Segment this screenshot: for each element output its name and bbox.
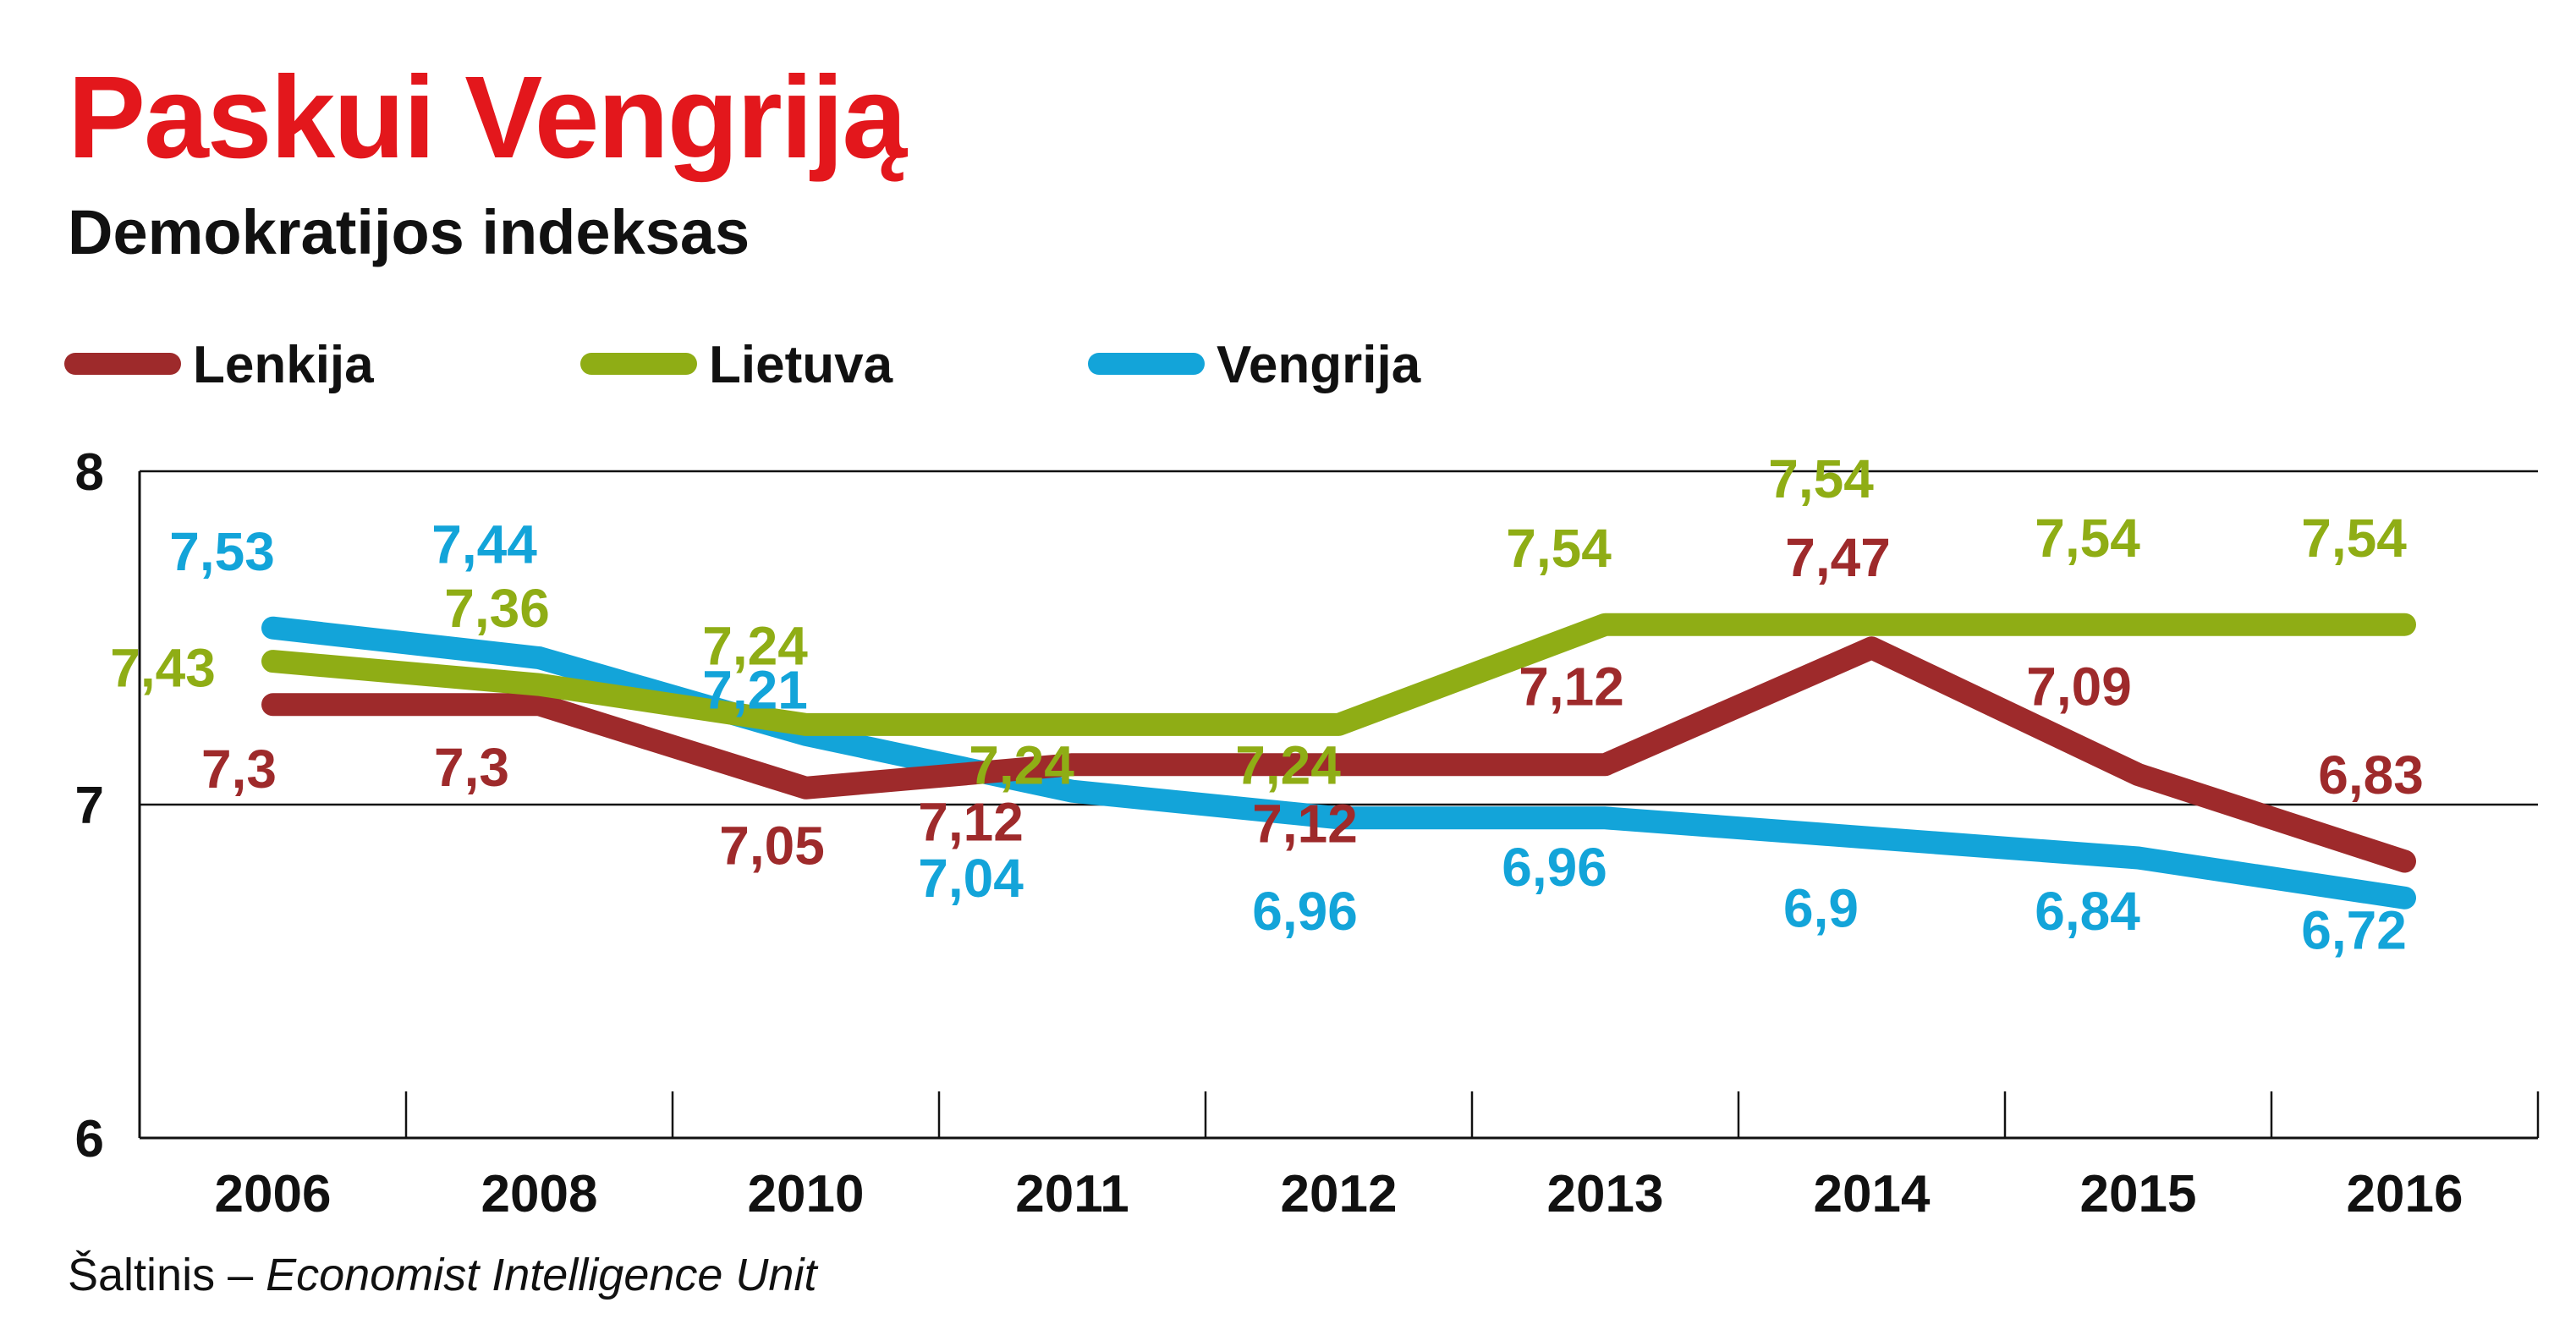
y-tick-label: 8 [75, 443, 104, 502]
series-lines [261, 613, 2416, 910]
x-tick-label: 2016 [2347, 1165, 2463, 1223]
x-tick-label: 2008 [481, 1165, 598, 1223]
source-name: Economist Intelligence Unit [266, 1250, 817, 1300]
y-tick-label: 7 [75, 777, 104, 835]
data-label-vengrija: 6,84 [2035, 881, 2140, 942]
data-label-lenkija: 7,12 [1252, 794, 1358, 855]
data-label-vengrija: 6,96 [1252, 881, 1358, 942]
x-tick-label: 2014 [1814, 1165, 1931, 1223]
x-tick-label: 2015 [2080, 1165, 2197, 1223]
data-label-vengrija: 7,21 [702, 659, 808, 720]
data-label-lenkija: 7,3 [201, 739, 277, 800]
axes: 6 7 8 2006 2008 2010 2011 2012 2013 2014 2015 2016 [75, 443, 2540, 1223]
data-label-lietuva: 7,24 [702, 615, 808, 676]
source-prefix: Šaltinis – [68, 1250, 266, 1300]
grid [140, 470, 2538, 806]
data-label-lenkija: 7,12 [1519, 657, 1624, 717]
source-note: Šaltinis – Economist Intelligence Unit [68, 1252, 816, 1298]
data-label-lenkija: 7,05 [719, 815, 825, 876]
data-label-lenkija: 7,12 [918, 792, 1024, 853]
chart-subtitle: Demokratijos indeksas [68, 197, 750, 267]
data-label-lenkija: 7,47 [1785, 527, 1891, 588]
data-label-lietuva: 7,54 [1768, 448, 1874, 509]
data-label-vengrija: 7,44 [431, 514, 537, 575]
data-label-lietuva: 7,24 [969, 734, 1074, 795]
series-line-vengrija [261, 616, 2416, 910]
data-label-lietuva: 7,54 [2035, 508, 2140, 569]
chart-title: Paskui Vengriją [68, 52, 907, 183]
data-label-lietuva: 7,43 [110, 638, 216, 699]
data-label-lietuva: 7,54 [1506, 518, 1612, 579]
data-label-vengrija: 7,53 [169, 521, 275, 582]
data-label-lietuva: 7,36 [444, 578, 550, 639]
legend-label-lietuva: Lietuva [709, 336, 893, 394]
data-label-lietuva: 7,54 [2301, 508, 2407, 569]
data-label-lenkija: 7,09 [2026, 657, 2132, 717]
data-label-lietuva: 7,24 [1235, 734, 1341, 795]
legend-label-vengrija: Vengrija [1217, 336, 1421, 394]
x-tick-label: 2013 [1547, 1165, 1664, 1223]
data-label-lenkija: 6,83 [2318, 745, 2424, 805]
data-label-vengrija: 7,04 [918, 848, 1024, 909]
x-tick-label: 2010 [748, 1165, 865, 1223]
series-line-lenkija [261, 636, 2416, 873]
x-tick-label: 2006 [215, 1165, 332, 1223]
y-tick-label: 6 [75, 1110, 104, 1168]
legend-label-lenkija: Lenkija [193, 336, 374, 394]
data-label-lenkija: 7,3 [434, 737, 509, 798]
data-labels: 7,3 7,3 7,05 7,12 7,12 7,12 7,47 7,09 6,83 7,43 7,… [110, 448, 2424, 960]
legend: Lenkija Lietuva Vengrija [64, 336, 1421, 394]
x-tick-label: 2012 [1281, 1165, 1398, 1223]
data-label-vengrija: 6,9 [1783, 877, 1859, 938]
series-line-lietuva [261, 613, 2416, 736]
x-tick-label: 2011 [1015, 1165, 1129, 1223]
data-label-vengrija: 6,96 [1502, 837, 1607, 898]
data-label-vengrija: 6,72 [2301, 899, 2407, 960]
